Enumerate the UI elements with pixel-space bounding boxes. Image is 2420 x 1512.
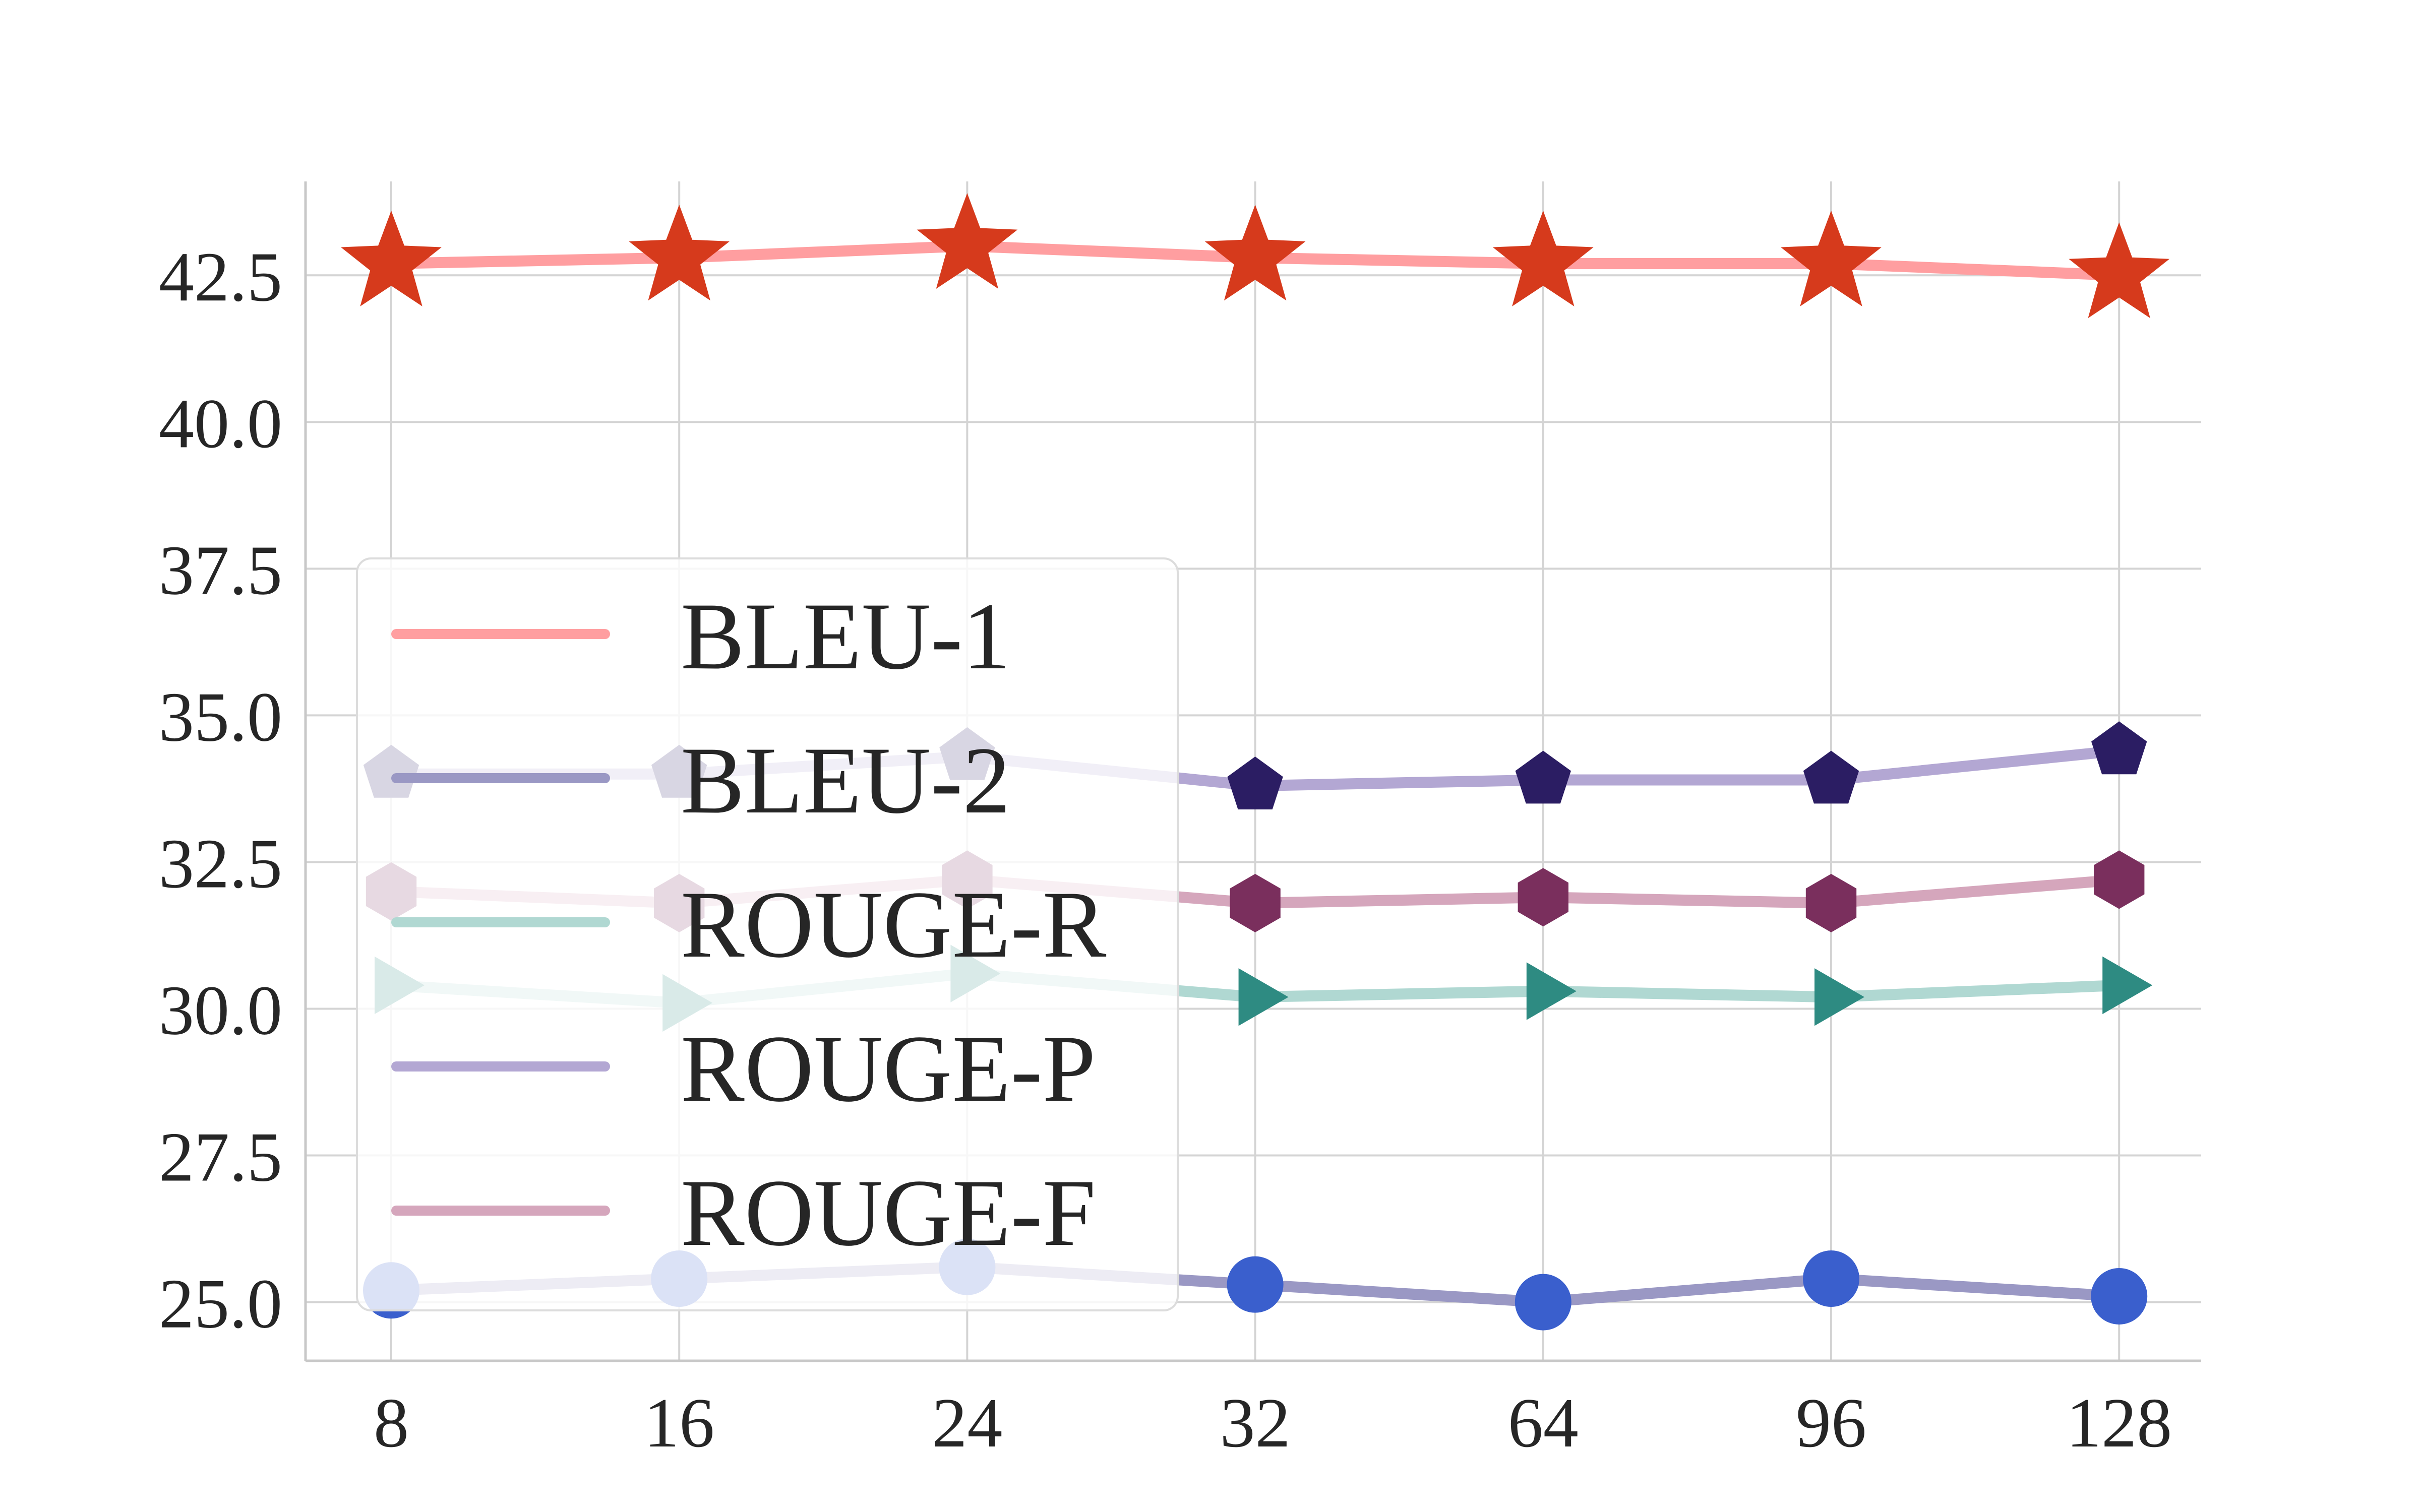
data-point: [341, 211, 442, 306]
x-tick-label: 8: [374, 1384, 409, 1462]
data-point: [1204, 205, 1306, 301]
x-tick-label: 16: [644, 1384, 714, 1462]
data-point: [2069, 222, 2170, 319]
legend-label: BLEU-2: [681, 728, 1010, 834]
y-tick-label: 35.0: [159, 678, 282, 756]
legend-label: ROUGE-P: [681, 1016, 1096, 1122]
data-point: [1227, 757, 1283, 809]
data-point: [1515, 1274, 1571, 1331]
y-tick-label: 42.5: [159, 238, 282, 316]
data-point: [1518, 868, 1568, 927]
data-point: [1781, 211, 1882, 306]
y-tick-label: 32.5: [159, 825, 282, 903]
x-tick-label: 96: [1796, 1384, 1866, 1462]
data-point: [1803, 1250, 1859, 1307]
data-point: [1238, 968, 1289, 1026]
y-tick-label: 37.5: [159, 531, 282, 609]
y-tick-label: 40.0: [159, 385, 282, 463]
data-point: [917, 193, 1018, 289]
legend-label: BLEU-1: [681, 584, 1010, 689]
axes: [304, 181, 2201, 1362]
legend-label: ROUGE-F: [681, 1160, 1096, 1266]
legend-entry: BLEU-2: [391, 728, 1010, 834]
legend-box: [356, 557, 1179, 1311]
legend: BLEU-1 BLEU-2 ROUGE-R ROUGE-P ROUGE-F: [356, 557, 1179, 1311]
y-tick-label: 25.0: [159, 1265, 282, 1343]
tick-labels: 25.0 27.5 30.0 32.5 35.0 37.5 40.0 42.5 8 16 24 32 6…: [159, 238, 2172, 1462]
x-tick-label: 24: [932, 1384, 1002, 1462]
legend-entry: ROUGE-P: [391, 1016, 1096, 1122]
data-point: [2102, 956, 2153, 1015]
data-point: [1515, 750, 1571, 804]
y-tick-label: 30.0: [159, 971, 282, 1049]
data-point: [1492, 211, 1594, 306]
legend-label: ROUGE-R: [681, 872, 1107, 978]
y-tick-label: 27.5: [159, 1118, 282, 1196]
data-point: [2091, 721, 2147, 775]
x-tick-label: 128: [2066, 1384, 2172, 1462]
data-point: [629, 205, 730, 301]
data-point: [2091, 1268, 2148, 1325]
data-point: [1803, 750, 1859, 804]
x-tick-label: 32: [1220, 1384, 1291, 1462]
data-point: [2094, 850, 2145, 909]
data-point: [1805, 873, 1857, 932]
data-point: [1227, 1256, 1284, 1313]
data-point: [1230, 873, 1281, 932]
legend-entry: ROUGE-F: [391, 1160, 1096, 1266]
legend-entry: ROUGE-R: [391, 872, 1107, 978]
data-point: [1526, 962, 1577, 1020]
series-bleu-1: [341, 193, 2170, 319]
legend-entry: BLEU-1: [391, 584, 1010, 689]
data-point: [1814, 968, 1864, 1026]
x-tick-label: 64: [1508, 1384, 1579, 1462]
